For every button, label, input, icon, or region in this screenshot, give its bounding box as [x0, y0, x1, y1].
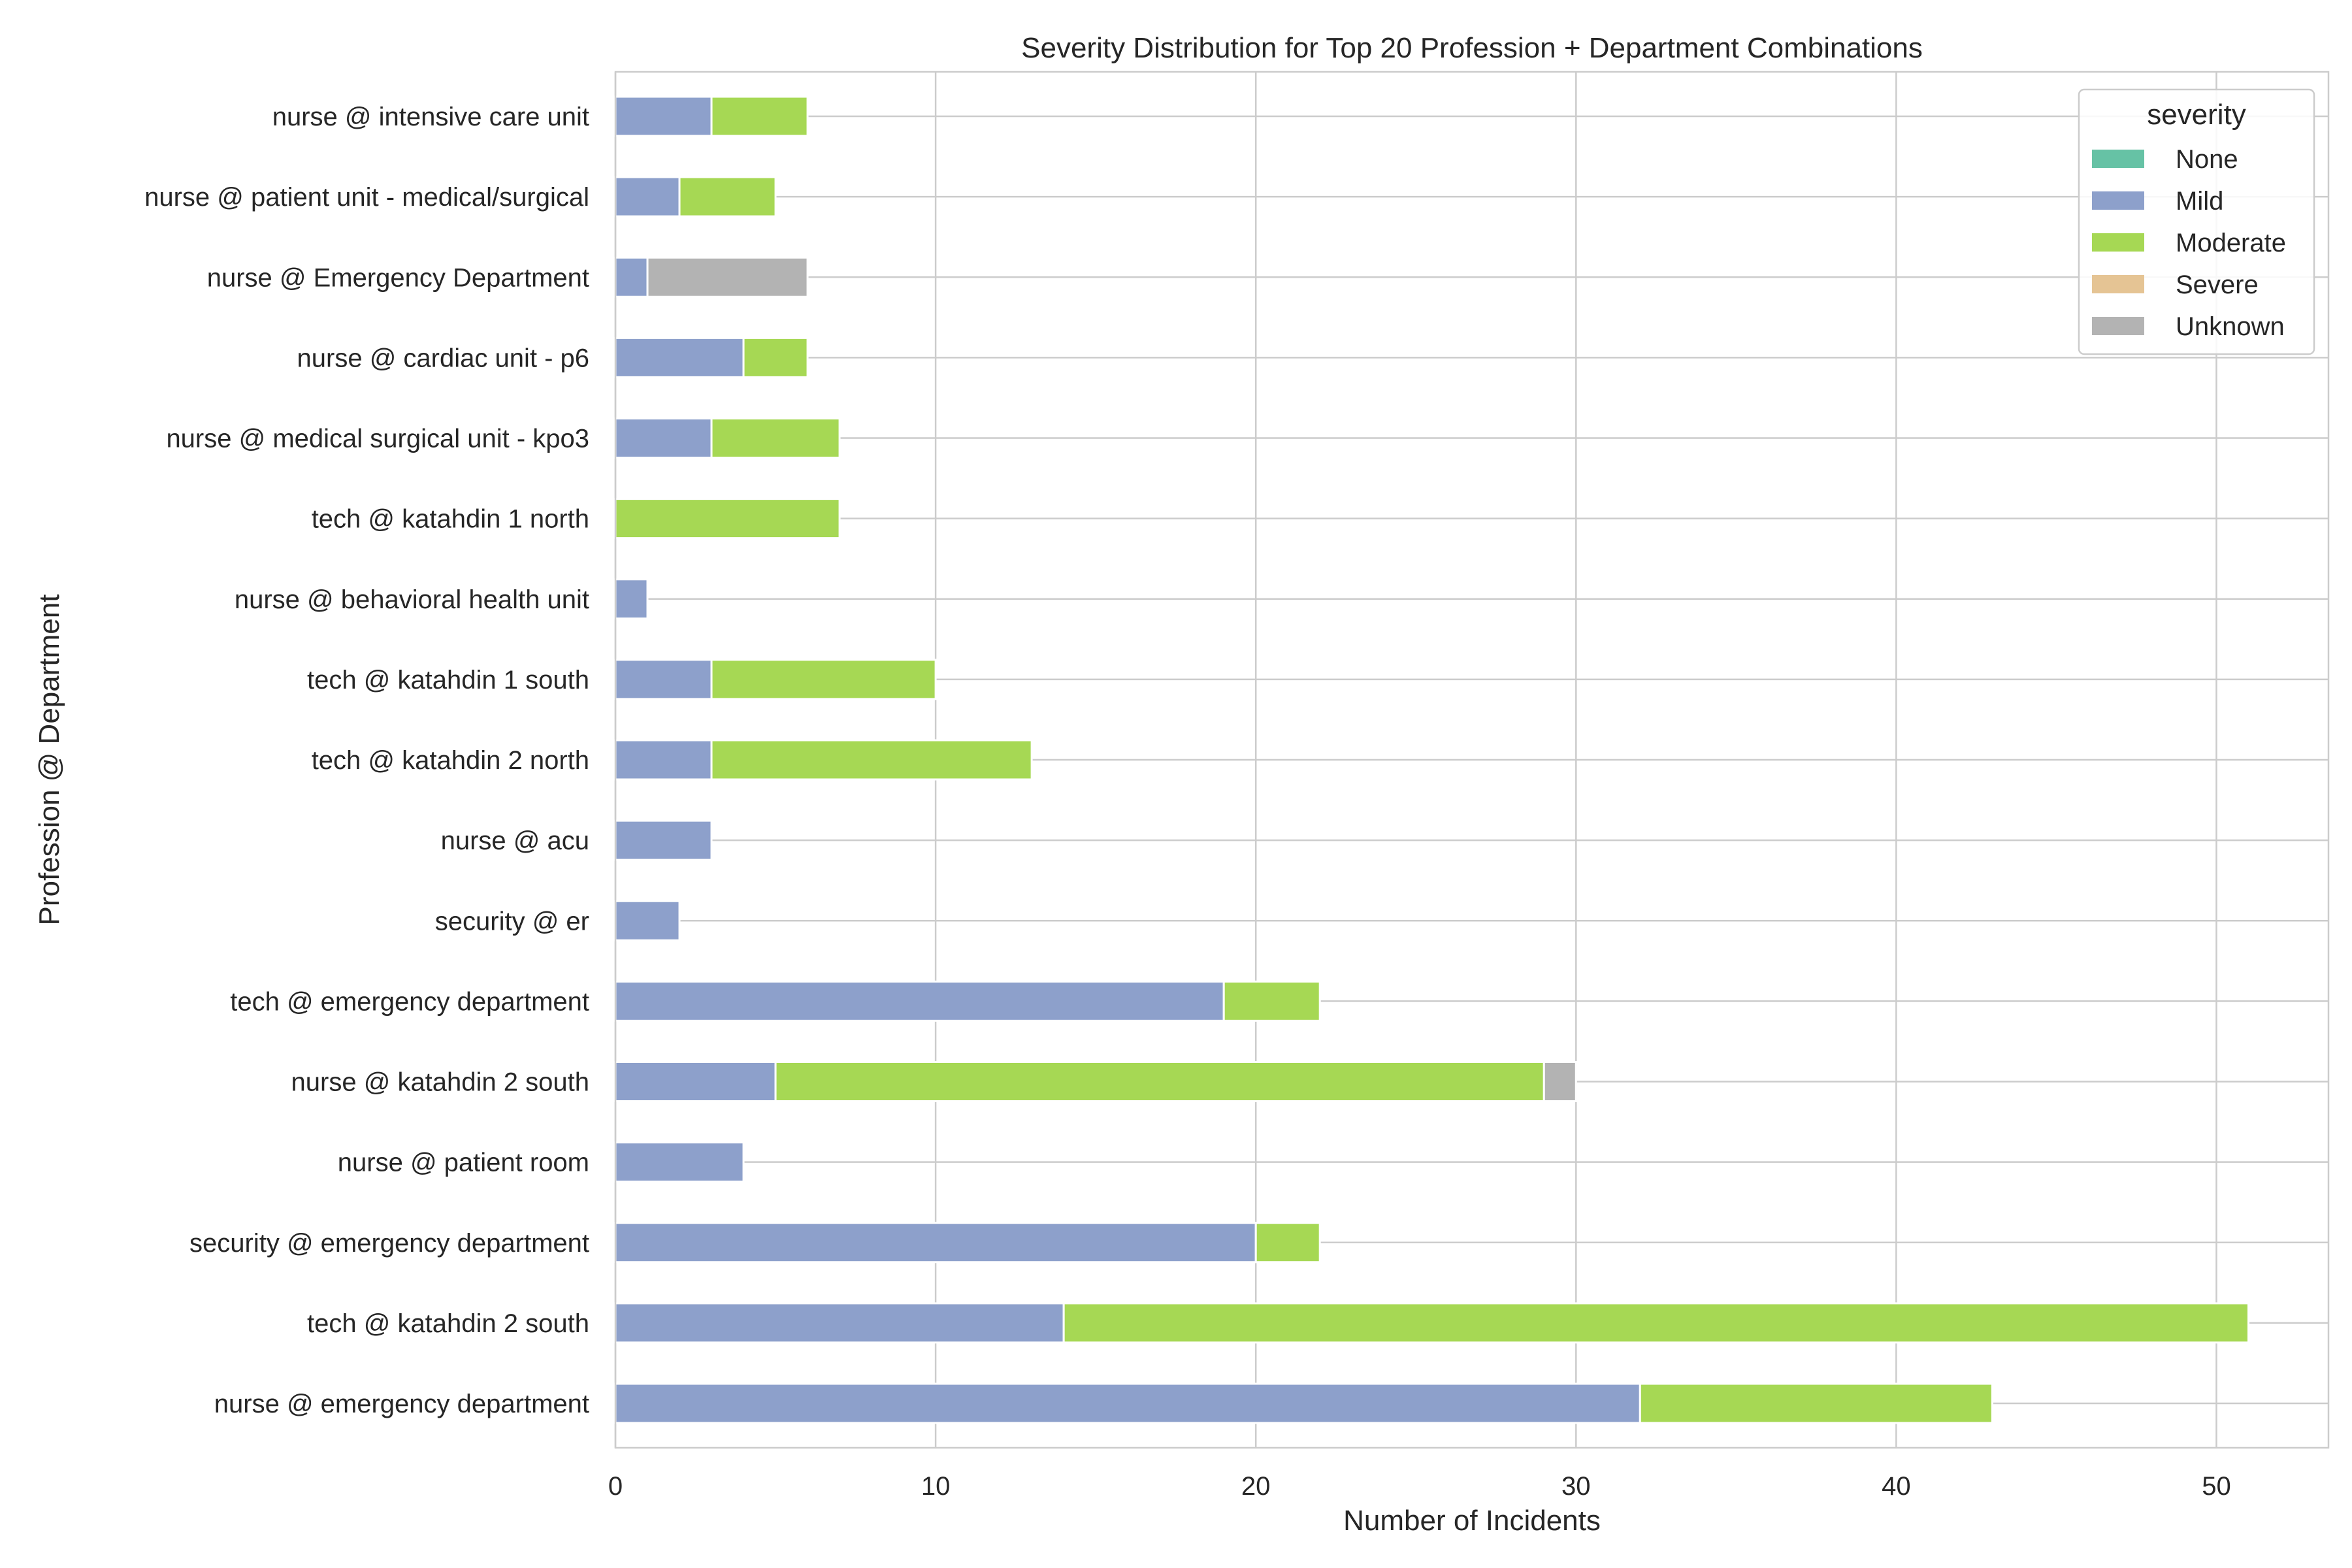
y-tick-label: tech @ katahdin 2 south	[307, 1309, 589, 1338]
legend-swatch-mild	[2092, 191, 2144, 210]
bar-segment-moderate	[1062, 1302, 2249, 1344]
plot-frame	[614, 71, 2330, 1449]
x-tick-label: 30	[1561, 1472, 1591, 1501]
bar-segment-unknown	[646, 256, 809, 298]
bar-segment-mild	[614, 336, 745, 378]
legend-items: None Mild Moderate Severe Unknown	[2092, 145, 2286, 341]
y-tick-label: security @ er	[435, 907, 589, 936]
bar-segment-mild	[614, 1302, 1065, 1344]
bar-segment-moderate	[1254, 1222, 1321, 1264]
bar-segment-moderate	[710, 659, 937, 700]
bar-segment-moderate	[678, 176, 777, 218]
y-tick-label: nurse @ emergency department	[214, 1390, 589, 1418]
bar-segment-moderate	[1639, 1382, 1993, 1424]
bar-segment-moderate	[710, 417, 841, 459]
legend-label-severe: Severe	[2176, 270, 2259, 299]
x-tick-label: 40	[1882, 1472, 1911, 1501]
y-tick-label: security @ emergency department	[189, 1229, 589, 1258]
legend: severity None Mild Moderate Severe Unknown	[2078, 88, 2315, 355]
legend-label-unknown: Unknown	[2176, 312, 2285, 341]
bar-segment-mild	[614, 819, 713, 861]
legend-swatch-unknown	[2092, 317, 2144, 335]
x-tick-label: 20	[1241, 1472, 1271, 1501]
bar-segment-mild	[614, 95, 713, 137]
legend-title: severity	[2147, 99, 2246, 131]
bar-segment-unknown	[1543, 1061, 1577, 1102]
x-axis-label: Number of Incidents	[1343, 1505, 1601, 1537]
bar-segment-mild	[614, 900, 681, 941]
bar-segment-moderate	[710, 95, 809, 137]
y-tick-label: nurse @ cardiac unit - p6	[297, 344, 589, 372]
y-tick-label: tech @ katahdin 1 south	[307, 666, 589, 694]
bar-segment-moderate	[1222, 980, 1321, 1022]
bar-segment-mild	[614, 1222, 1257, 1264]
bar-segment-mild	[614, 980, 1225, 1022]
chart-title: Severity Distribution for Top 20 Profess…	[1021, 32, 1923, 64]
y-tick-label: nurse @ intensive care unit	[272, 103, 589, 131]
y-tick-label: nurse @ patient unit - medical/surgical	[144, 183, 589, 212]
y-tick-label: nurse @ Emergency Department	[207, 263, 589, 292]
legend-swatch-severe	[2092, 275, 2144, 293]
y-tick-label: nurse @ katahdin 2 south	[291, 1068, 589, 1097]
bar-segment-moderate	[742, 336, 809, 378]
y-tick-label: tech @ emergency department	[230, 987, 589, 1016]
y-tick-label: nurse @ behavioral health unit	[235, 585, 589, 614]
bar-segment-mild	[614, 578, 649, 620]
bar-segment-mild	[614, 739, 713, 781]
x-tick-labels: 0 10 20 30 40 50	[608, 1472, 2231, 1501]
x-tick-label: 0	[608, 1472, 623, 1501]
bar-segment-mild	[614, 176, 681, 218]
bar-segment-mild	[614, 256, 649, 298]
bar-segment-mild	[614, 1141, 745, 1183]
legend-swatch-moderate	[2092, 233, 2144, 252]
bar-segment-mild	[614, 1061, 777, 1102]
x-tick-label: 10	[921, 1472, 951, 1501]
legend-label-mild: Mild	[2176, 187, 2223, 216]
bar-segment-moderate	[774, 1061, 1545, 1102]
bar-segment-moderate	[614, 498, 841, 540]
bar-segment-mild	[614, 417, 713, 459]
legend-swatch-none	[2092, 150, 2144, 168]
bar-segment-moderate	[710, 739, 1033, 781]
legend-label-none: None	[2176, 145, 2238, 174]
y-tick-label: tech @ katahdin 2 north	[312, 746, 589, 775]
y-tick-label: nurse @ medical surgical unit - kpo3	[166, 425, 589, 453]
y-tick-label: nurse @ patient room	[338, 1149, 589, 1177]
bar-segment-mild	[614, 659, 713, 700]
bars	[614, 95, 2249, 1424]
x-tick-label: 50	[2202, 1472, 2231, 1501]
legend-label-moderate: Moderate	[2176, 229, 2286, 257]
y-tick-label: tech @ katahdin 1 north	[312, 505, 589, 534]
y-tick-label: nurse @ acu	[441, 826, 589, 855]
bar-segment-mild	[614, 1382, 1641, 1424]
y-tick-labels: nurse @ intensive care unit nurse @ patie…	[144, 103, 589, 1418]
y-axis-label: Profession @ Department	[33, 595, 65, 926]
